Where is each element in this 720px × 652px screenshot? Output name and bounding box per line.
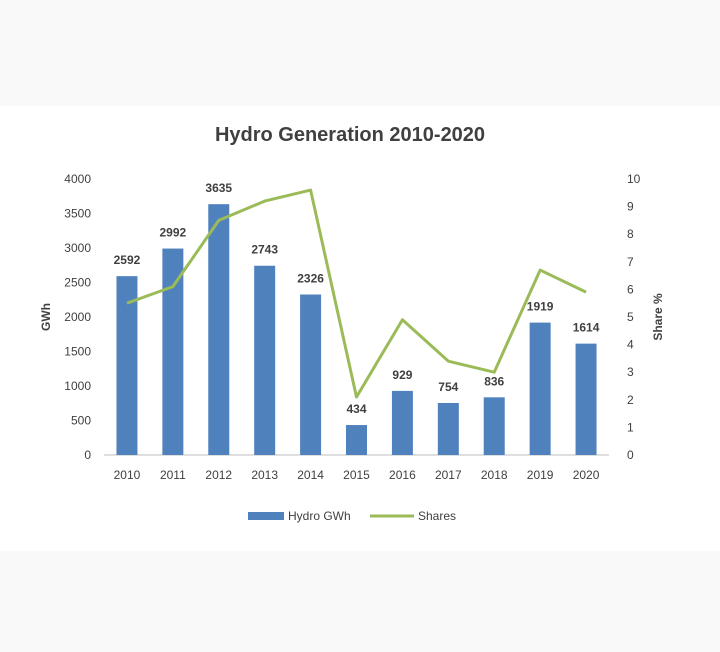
- x-tick-label: 2019: [527, 468, 554, 482]
- y2-tick-label: 3: [627, 365, 634, 379]
- bar-2012: [208, 204, 230, 455]
- y-tick-label: 500: [71, 414, 91, 428]
- x-tick-label: 2010: [114, 468, 141, 482]
- data-label-2018: 836: [484, 374, 504, 388]
- chart-title: Hydro Generation 2010-2020: [215, 124, 485, 146]
- legend-bar-swatch: [248, 512, 284, 520]
- data-label-2015: 434: [346, 402, 366, 416]
- legend: Hydro GWh Shares: [248, 509, 456, 523]
- bar-2013: [254, 265, 276, 455]
- y2-axis-title: Share %: [651, 293, 665, 341]
- data-label-2014: 2326: [297, 272, 324, 286]
- right-axis-ticks: 0 1 2 3 4 5 6 7 8 9 10: [627, 172, 641, 462]
- left-axis-ticks: 0 500 1000 1500 2000 2500 3000 3500 4000: [64, 172, 91, 462]
- data-label-2011: 2992: [160, 226, 187, 240]
- y-tick-label: 2000: [64, 310, 91, 324]
- y2-tick-label: 8: [627, 227, 634, 241]
- y-tick-label: 3500: [64, 207, 91, 221]
- x-tick-label: 2013: [251, 468, 278, 482]
- x-tick-label: 2018: [481, 468, 508, 482]
- bar-2019: [529, 322, 551, 455]
- x-tick-label: 2012: [205, 468, 232, 482]
- legend-line-label: Shares: [418, 509, 456, 523]
- bar-2010: [116, 276, 138, 455]
- y-tick-label: 0: [84, 448, 91, 462]
- y-tick-label: 4000: [64, 172, 91, 186]
- legend-bar-label: Hydro GWh: [288, 509, 351, 523]
- x-tick-label: 2011: [160, 468, 186, 482]
- y2-tick-label: 9: [627, 200, 634, 214]
- y2-tick-label: 1: [627, 420, 634, 434]
- y-tick-label: 1000: [64, 379, 91, 393]
- data-labels: 2592 2992 3635 2743 2326 434 929 754 836 1919 1614: [114, 181, 600, 416]
- y2-tick-label: 7: [627, 255, 634, 269]
- data-label-2017: 754: [438, 380, 458, 394]
- bar-2015: [346, 425, 367, 455]
- y2-tick-label: 2: [627, 393, 634, 407]
- line-series: [126, 188, 587, 399]
- x-tick-label: 2017: [435, 468, 462, 482]
- shares-line: [126, 188, 587, 399]
- x-tick-label: 2016: [389, 468, 416, 482]
- bar-2018: [483, 397, 505, 455]
- y-tick-label: 1500: [64, 345, 91, 359]
- x-tick-label: 2014: [297, 468, 324, 482]
- data-label-2016: 929: [392, 368, 412, 382]
- y2-tick-label: 10: [627, 172, 641, 186]
- data-label-2013: 2743: [251, 243, 278, 257]
- data-label-2010: 2592: [114, 253, 141, 267]
- y-axis-title: GWh: [39, 303, 53, 331]
- data-label-2012: 3635: [205, 181, 232, 195]
- bar-2016: [391, 390, 413, 455]
- y2-tick-label: 4: [627, 338, 634, 352]
- y2-tick-label: 6: [627, 282, 634, 296]
- y2-tick-label: 0: [627, 448, 634, 462]
- bar-2014: [300, 294, 322, 455]
- y2-tick-label: 5: [627, 310, 634, 324]
- x-axis-ticks: 2010 2011 2012 2013 2014 2015 2016 2017 2018 2019…: [114, 468, 600, 482]
- bar-2020: [575, 343, 597, 455]
- bar-series: [116, 204, 597, 455]
- data-label-2019: 1919: [527, 300, 554, 314]
- x-tick-label: 2015: [343, 468, 370, 482]
- x-tick-label: 2020: [573, 468, 600, 482]
- bar-2011: [162, 248, 184, 455]
- y-tick-label: 3000: [64, 241, 91, 255]
- y-tick-label: 2500: [64, 276, 91, 290]
- bar-2017: [437, 402, 459, 455]
- data-label-2020: 1614: [573, 321, 600, 335]
